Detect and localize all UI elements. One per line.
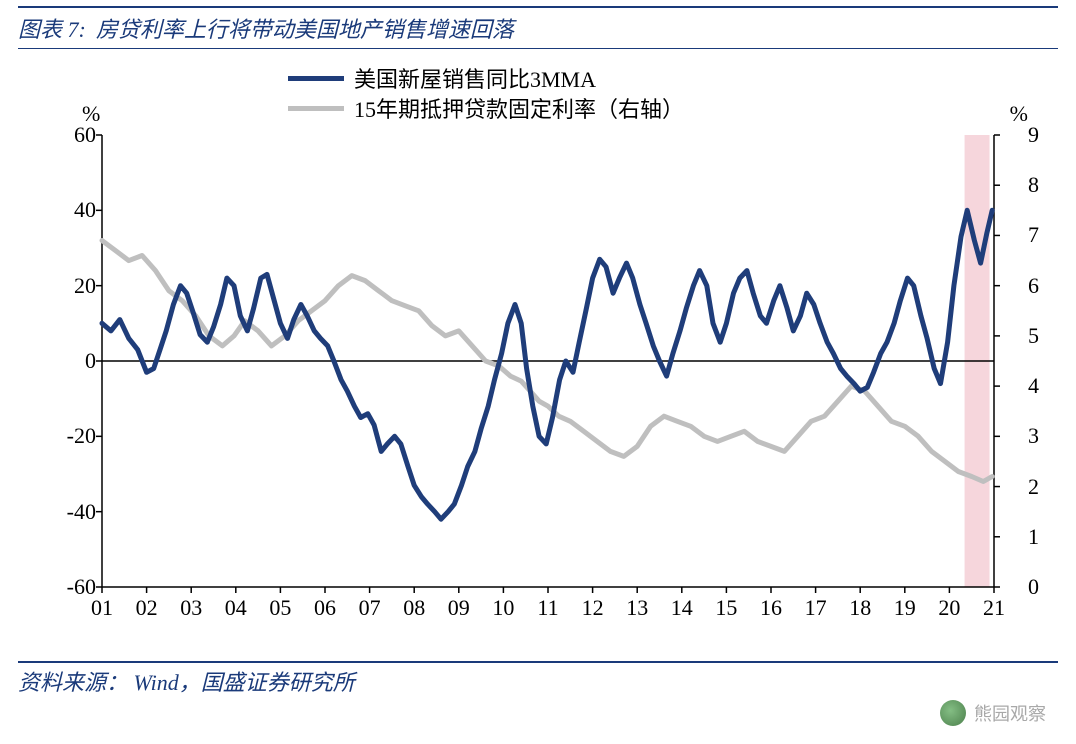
y-right-tick: 1 <box>1028 526 1058 548</box>
x-tick: 16 <box>760 595 782 621</box>
x-tick: 10 <box>492 595 514 621</box>
x-tick: 02 <box>136 595 158 621</box>
y-left-tick: 60 <box>18 124 96 146</box>
x-tick: 15 <box>715 595 737 621</box>
legend-item-series2: 15年期抵押贷款固定利率（右轴） <box>288 93 684 123</box>
x-tick: 09 <box>448 595 470 621</box>
y-axis-right-unit: % <box>1010 101 1028 127</box>
y-axis-left-ticks: 6040200-20-40-60 <box>18 135 96 587</box>
x-tick: 11 <box>537 595 558 621</box>
x-tick: 03 <box>180 595 202 621</box>
legend-label-series1: 美国新屋销售同比3MMA <box>354 62 596 94</box>
y-right-tick: 4 <box>1028 375 1058 397</box>
watermark: 熊园观察 <box>940 700 1046 726</box>
y-right-tick: 2 <box>1028 476 1058 498</box>
watermark-text: 熊园观察 <box>974 700 1046 726</box>
y-right-tick: 8 <box>1028 174 1058 196</box>
figure-number: 图表 7: <box>18 12 86 44</box>
x-tick: 01 <box>91 595 113 621</box>
x-tick: 08 <box>403 595 425 621</box>
source-row: 资料来源： Wind，国盛证券研究所 <box>0 663 1076 697</box>
chart-plot <box>102 135 994 587</box>
legend-label-series2: 15年期抵押贷款固定利率（右轴） <box>354 92 684 124</box>
x-tick: 17 <box>805 595 827 621</box>
legend-swatch-series1 <box>288 76 344 81</box>
y-right-tick: 6 <box>1028 275 1058 297</box>
x-tick: 19 <box>894 595 916 621</box>
y-axis-right-ticks: 9876543210 <box>1028 135 1058 587</box>
source-label: 资料来源： <box>18 670 128 695</box>
x-tick: 13 <box>626 595 648 621</box>
figure-title: 房贷利率上行将带动美国地产销售增速回落 <box>96 12 514 44</box>
line-series1 <box>102 210 992 519</box>
x-axis-ticks: 0102030405060708091011121314151617181920… <box>102 595 994 625</box>
y-left-tick: -40 <box>18 501 96 523</box>
x-tick: 21 <box>983 595 1005 621</box>
x-tick: 05 <box>269 595 291 621</box>
y-left-tick: -20 <box>18 425 96 447</box>
x-tick: 12 <box>582 595 604 621</box>
x-tick: 04 <box>225 595 247 621</box>
y-left-tick: 0 <box>18 350 96 372</box>
y-left-tick: 40 <box>18 199 96 221</box>
legend-swatch-series2 <box>288 106 344 111</box>
figure-title-row: 图表 7: 房贷利率上行将带动美国地产销售增速回落 <box>0 8 1076 46</box>
source-text: Wind，国盛证券研究所 <box>134 670 355 695</box>
y-right-tick: 5 <box>1028 325 1058 347</box>
y-left-tick: 20 <box>18 275 96 297</box>
x-tick: 18 <box>849 595 871 621</box>
watermark-icon <box>940 700 966 726</box>
y-right-tick: 7 <box>1028 224 1058 246</box>
x-tick: 20 <box>938 595 960 621</box>
y-right-tick: 3 <box>1028 425 1058 447</box>
legend-item-series1: 美国新屋销售同比3MMA <box>288 63 684 93</box>
y-left-tick: -60 <box>18 576 96 598</box>
x-tick: 07 <box>359 595 381 621</box>
y-right-tick: 0 <box>1028 576 1058 598</box>
title-underline <box>18 48 1058 49</box>
chart-container: 美国新屋销售同比3MMA 15年期抵押贷款固定利率（右轴） % % 604020… <box>18 57 1058 657</box>
x-tick: 06 <box>314 595 336 621</box>
x-tick: 14 <box>671 595 693 621</box>
y-right-tick: 9 <box>1028 124 1058 146</box>
legend: 美国新屋销售同比3MMA 15年期抵押贷款固定利率（右轴） <box>288 63 684 123</box>
